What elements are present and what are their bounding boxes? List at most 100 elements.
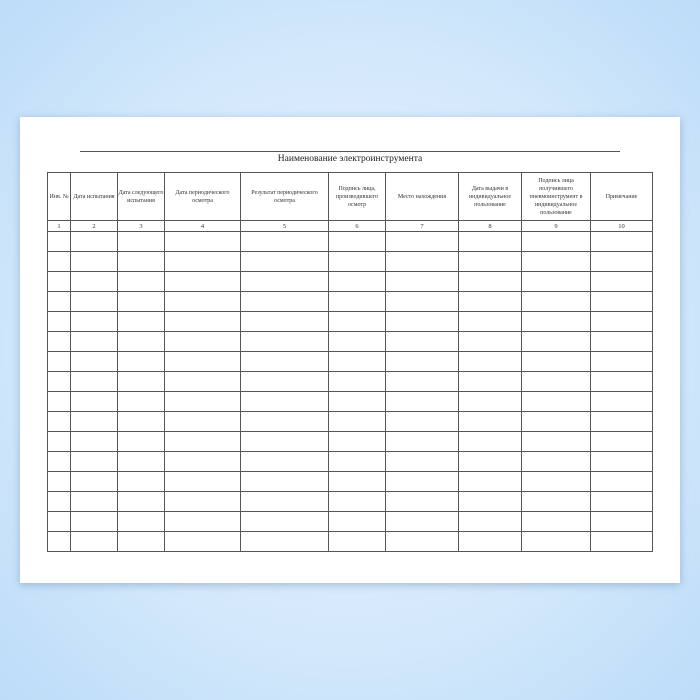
table-cell: [328, 411, 386, 432]
table-cell: [117, 511, 165, 532]
table-cell: [590, 291, 653, 312]
table-cell: [70, 351, 118, 372]
table-cell: [164, 231, 241, 252]
table-cell: [458, 471, 522, 492]
table-cell: [47, 531, 71, 552]
column-number-row: 1 2 3 4 5 6 7 8 9 10: [47, 220, 653, 232]
table-row: [47, 531, 653, 552]
table-cell: [521, 351, 591, 372]
table-cell: [117, 531, 165, 552]
table-cell: [70, 271, 118, 292]
table-cell: [117, 391, 165, 412]
table-cell: [164, 491, 241, 512]
table-cell: [458, 271, 522, 292]
table-cell: [590, 491, 653, 512]
table-cell: [47, 431, 71, 452]
table-cell: [47, 511, 71, 532]
table-cell: [240, 451, 329, 472]
column-header: Результат периодического осмотра: [240, 172, 329, 221]
table-cell: [47, 311, 71, 332]
table-cell: [240, 391, 329, 412]
table-cell: [164, 351, 241, 372]
table-cell: [590, 271, 653, 292]
table-cell: [47, 271, 71, 292]
table-cell: [70, 491, 118, 512]
table-cell: [70, 291, 118, 312]
table-cell: [240, 271, 329, 292]
table-row: [47, 451, 653, 472]
table-cell: [328, 271, 386, 292]
table-cell: [328, 391, 386, 412]
table-cell: [117, 471, 165, 492]
table-cell: [385, 431, 459, 452]
table-cell: [70, 411, 118, 432]
table-cell: [117, 431, 165, 452]
table-cell: [47, 411, 71, 432]
table-cell: [47, 251, 71, 272]
table-cell: [240, 331, 329, 352]
table-cell: [385, 371, 459, 392]
table-cell: [117, 331, 165, 352]
table-cell: [164, 471, 241, 492]
table-cell: [521, 331, 591, 352]
table-cell: [328, 331, 386, 352]
table-cell: [385, 251, 459, 272]
table-row: [47, 251, 653, 272]
table-cell: [458, 311, 522, 332]
column-number: 6: [328, 220, 386, 232]
table-cell: [70, 471, 118, 492]
table-cell: [521, 231, 591, 252]
table-cell: [458, 431, 522, 452]
table-cell: [240, 251, 329, 272]
table-cell: [458, 491, 522, 512]
table-cell: [240, 411, 329, 432]
table-cell: [328, 291, 386, 312]
table-cell: [328, 351, 386, 372]
table-row: [47, 391, 653, 412]
table-cell: [590, 351, 653, 372]
column-number: 7: [385, 220, 459, 232]
table-cell: [240, 491, 329, 512]
table-cell: [521, 311, 591, 332]
table-cell: [458, 291, 522, 312]
table-cell: [164, 451, 241, 472]
column-header: Подпись лица получившего пневмоинструмен…: [521, 172, 591, 221]
table-row: [47, 471, 653, 492]
table-cell: [70, 231, 118, 252]
column-header: Место нахождения: [385, 172, 459, 221]
table-cell: [47, 331, 71, 352]
table-cell: [590, 431, 653, 452]
table-cell: [240, 511, 329, 532]
table-cell: [117, 411, 165, 432]
table-cell: [240, 431, 329, 452]
table-cell: [328, 531, 386, 552]
table-cell: [385, 331, 459, 352]
table-cell: [385, 451, 459, 472]
table-cell: [70, 431, 118, 452]
table-cell: [117, 251, 165, 272]
table-cell: [240, 311, 329, 332]
table-cell: [164, 271, 241, 292]
column-number: 4: [164, 220, 241, 232]
table-cell: [70, 371, 118, 392]
table-cell: [47, 451, 71, 472]
column-number: 10: [590, 220, 653, 232]
column-number: 5: [240, 220, 329, 232]
table-cell: [590, 331, 653, 352]
table-cell: [47, 491, 71, 512]
table-cell: [385, 271, 459, 292]
table-cell: [458, 531, 522, 552]
table-cell: [385, 491, 459, 512]
table-cell: [458, 411, 522, 432]
table-cell: [328, 231, 386, 252]
table-cell: [521, 371, 591, 392]
column-header: Дата периодического осмотра: [164, 172, 241, 221]
table-row: [47, 431, 653, 452]
table-cell: [328, 471, 386, 492]
table-cell: [70, 311, 118, 332]
table-row: [47, 311, 653, 332]
table-cell: [385, 511, 459, 532]
table-cell: [385, 311, 459, 332]
table-cell: [521, 431, 591, 452]
table-cell: [385, 471, 459, 492]
